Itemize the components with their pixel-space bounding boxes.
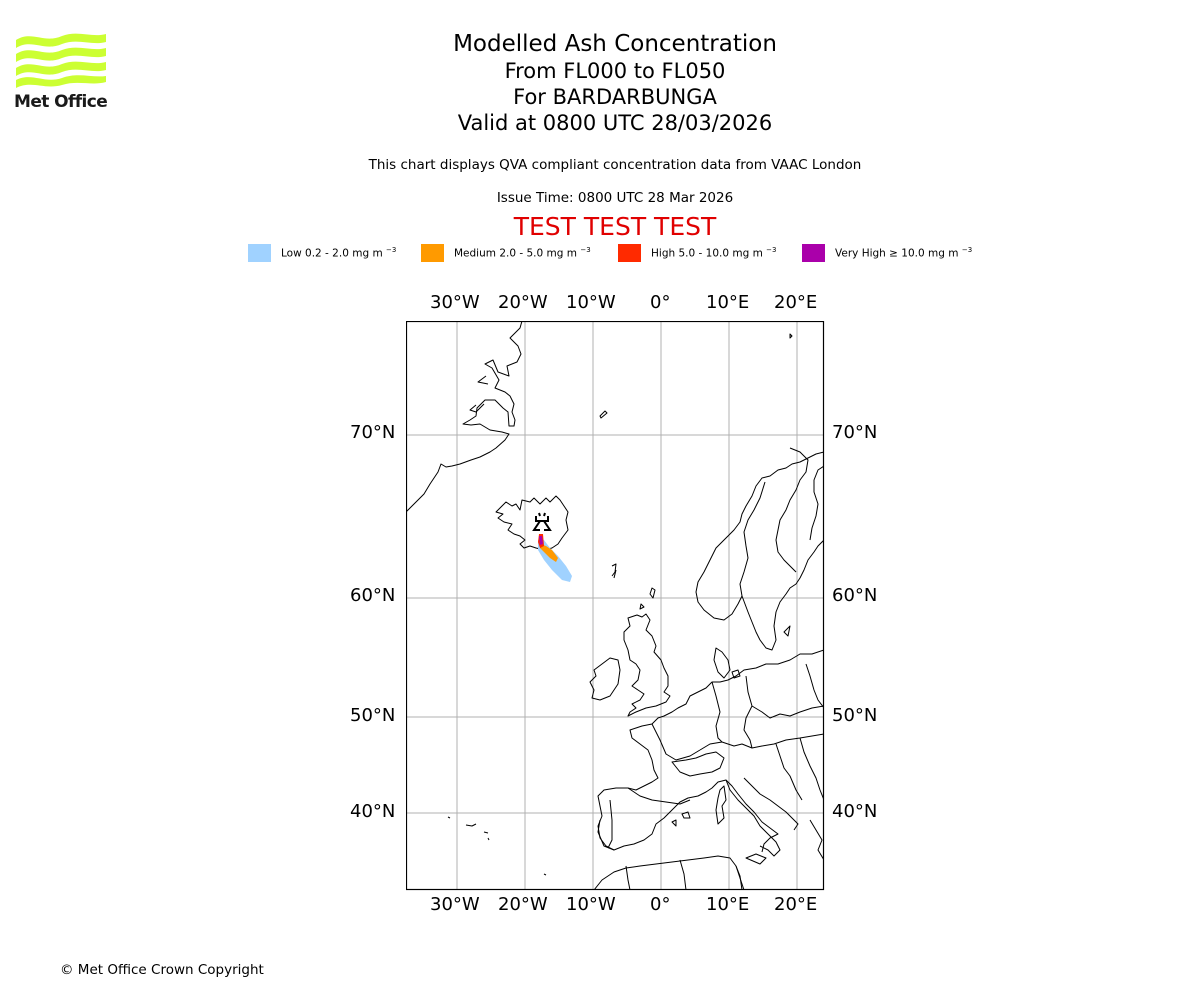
lon-label-bottom: 30°W — [430, 894, 480, 915]
lat-label-right: 70°N — [832, 422, 878, 443]
legend-label-very-high: Very High ≥ 10.0 mg m −3 — [835, 246, 973, 260]
legend-label-medium: Medium 2.0 - 5.0 mg m −3 — [454, 246, 591, 260]
ash-medium-contour — [540, 544, 558, 562]
chart-subtitle: This chart displays QVA compliant concen… — [368, 157, 862, 173]
lon-label-bottom: 10°E — [706, 894, 750, 915]
legend: Low 0.2 - 2.0 mg m −3 Medium 2.0 - 5.0 m… — [0, 244, 1200, 264]
lon-label-bottom: 20°E — [774, 894, 818, 915]
lat-label-right: 60°N — [832, 585, 878, 606]
met-office-logo: Met Office — [14, 30, 108, 112]
volcano-icon — [532, 512, 552, 531]
flight-level-range: From FL000 to FL050 — [504, 59, 726, 83]
legend-swatch-low — [248, 244, 271, 262]
lon-label-bottom: 20°W — [498, 894, 548, 915]
lat-label-right: 50°N — [832, 705, 878, 726]
graticule — [406, 321, 824, 890]
map-frame — [406, 321, 825, 891]
volcano-name: For BARDARBUNGA — [513, 85, 717, 109]
ash-map: 30°W 20°W 10°W 0° 10°E 20°E 30°W 20°W 10… — [340, 285, 900, 925]
valid-time: Valid at 0800 UTC 28/03/2026 — [457, 111, 773, 135]
coastlines — [406, 321, 824, 890]
legend-item-high: High 5.0 - 10.0 mg m −3 — [618, 244, 776, 262]
lat-label-left: 40°N — [350, 801, 396, 822]
legend-swatch-medium — [421, 244, 444, 262]
logo-text: Met Office — [14, 92, 108, 112]
title-block: Modelled Ash Concentration From FL000 to… — [0, 30, 1200, 136]
legend-item-low: Low 0.2 - 2.0 mg m −3 — [248, 244, 396, 262]
map-canvas — [406, 321, 825, 891]
lon-label-top: 30°W — [430, 292, 480, 313]
met-office-waves-icon — [16, 33, 106, 88]
issue-time: Issue Time: 0800 UTC 28 Mar 2026 — [496, 190, 734, 206]
lat-label-left: 60°N — [350, 585, 396, 606]
ash-plume — [538, 534, 572, 582]
lon-label-top: 20°E — [774, 292, 818, 313]
legend-swatch-very-high — [802, 244, 825, 262]
copyright: © Met Office Crown Copyright — [60, 962, 264, 978]
lon-label-top: 10°E — [706, 292, 750, 313]
legend-label-high: High 5.0 - 10.0 mg m −3 — [651, 246, 777, 260]
lon-label-bottom: 0° — [650, 894, 671, 915]
legend-swatch-high — [618, 244, 641, 262]
chart-title: Modelled Ash Concentration — [453, 31, 777, 57]
legend-label-low: Low 0.2 - 2.0 mg m −3 — [281, 246, 397, 260]
lat-label-right: 40°N — [832, 801, 878, 822]
lon-label-top: 0° — [650, 292, 671, 313]
legend-item-medium: Medium 2.0 - 5.0 mg m −3 — [421, 244, 591, 262]
lon-label-top: 10°W — [566, 292, 616, 313]
lon-label-bottom: 10°W — [566, 894, 616, 915]
lat-label-left: 70°N — [350, 422, 396, 443]
legend-item-very-high: Very High ≥ 10.0 mg m −3 — [802, 244, 972, 262]
lat-label-left: 50°N — [350, 705, 396, 726]
test-banner: TEST TEST TEST — [513, 212, 717, 241]
ash-very-high-contour — [539, 536, 543, 545]
lon-label-top: 20°W — [498, 292, 548, 313]
